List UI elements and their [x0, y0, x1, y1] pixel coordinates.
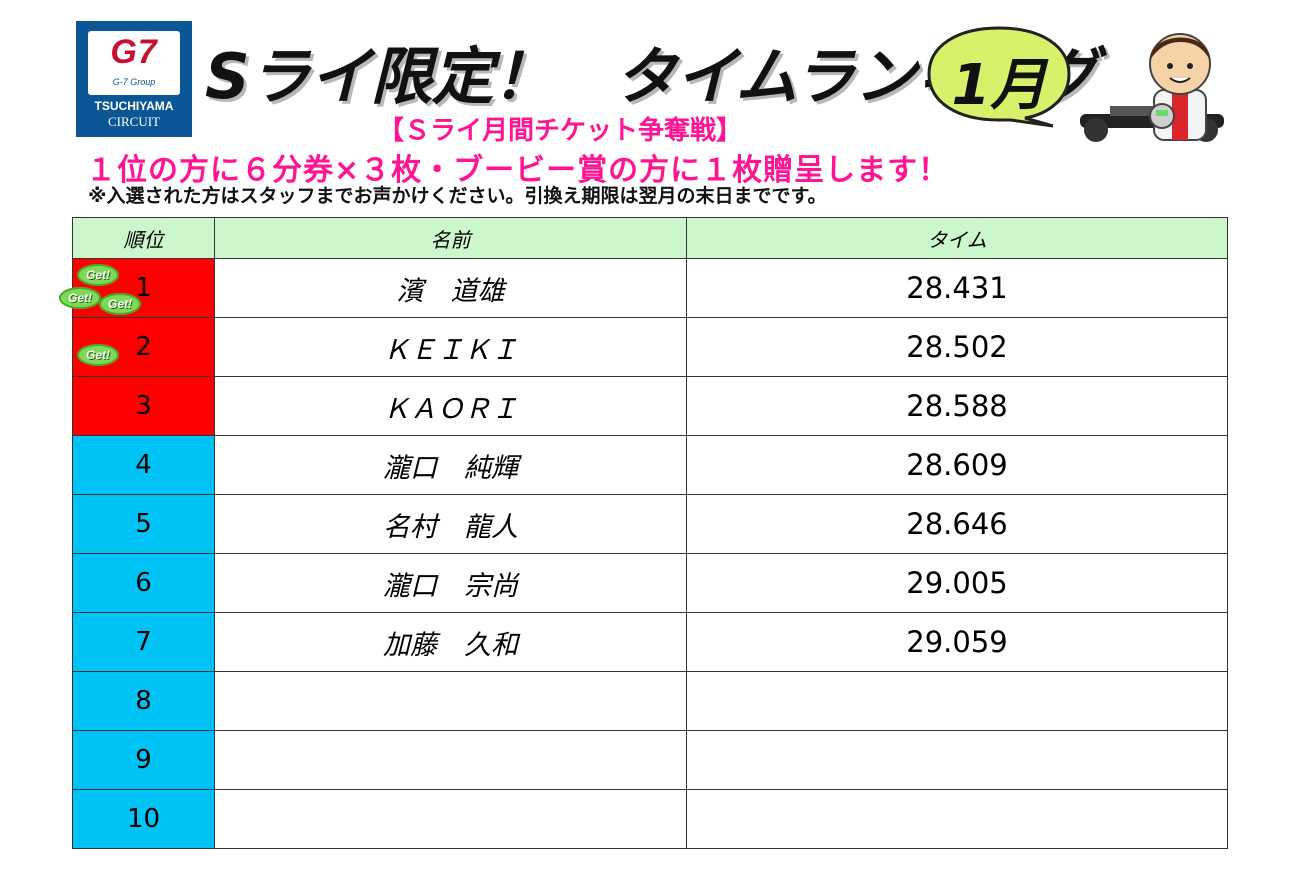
rank-number: 1	[135, 273, 152, 303]
rank-cell: 6	[72, 553, 215, 613]
get-badge-icon: Get!	[59, 287, 101, 309]
tsuchiyama-circuit-logo: G7 G-7 Group TSUCHIYAMA CIRCUIT	[76, 21, 192, 137]
time-cell: 28.609	[686, 435, 1228, 495]
logo-line2: CIRCUIT	[108, 114, 160, 129]
time-cell: 28.588	[686, 376, 1228, 436]
table-row: Get! 2 ＫＥＩＫＩ 28.502	[72, 317, 1228, 377]
logo-card: G7 G-7 Group	[88, 31, 180, 95]
table-row: 5 名村 龍人 28.646	[72, 494, 1228, 554]
rank-cell: 3	[72, 376, 215, 436]
month-bubble	[927, 26, 1071, 128]
header-rank: 順位	[72, 217, 215, 259]
rank-cell: Get! 2	[72, 317, 215, 377]
get-badge-icon: Get!	[77, 264, 119, 286]
table-row: 8	[72, 671, 1228, 731]
table-row: 7 加藤 久和 29.059	[72, 612, 1228, 672]
logo-brand: G7	[110, 33, 158, 71]
month-label: 1月	[951, 53, 1047, 118]
rank-cell: 7	[72, 612, 215, 672]
table-row: 9	[72, 730, 1228, 790]
rank-cell: 4	[72, 435, 215, 495]
name-cell: 瀧口 宗尚	[214, 553, 687, 613]
header-time: タイム	[686, 217, 1228, 259]
name-cell	[214, 789, 687, 849]
get-badge-icon: Get!	[77, 344, 119, 366]
time-cell	[686, 789, 1228, 849]
get-badge-icon: Get!	[99, 293, 141, 315]
rank-cell: 10	[72, 789, 215, 849]
campaign-subtitle: 【Ｓライ月間チケット争奪戦】	[378, 116, 743, 146]
table-header-row: 順位 名前 タイム	[72, 217, 1228, 259]
time-cell: 29.005	[686, 553, 1228, 613]
table-row: 6 瀧口 宗尚 29.005	[72, 553, 1228, 613]
table-row: 3 ＫＡＯＲＩ 28.588	[72, 376, 1228, 436]
name-cell	[214, 730, 687, 790]
table-row: 4 瀧口 純輝 28.609	[72, 435, 1228, 495]
table-row: Get! Get! Get! 1 濱 道雄 28.431	[59, 258, 1228, 318]
rank-cell: 8	[72, 671, 215, 731]
header-name: 名前	[214, 217, 687, 259]
table-row: 10	[72, 789, 1228, 849]
rank-number: 2	[135, 332, 152, 362]
time-cell: 29.059	[686, 612, 1228, 672]
time-cell: 28.502	[686, 317, 1228, 377]
logo-group: G-7 Group	[112, 77, 156, 87]
logo-line1: TSUCHIYAMA	[94, 99, 174, 113]
time-cell	[686, 730, 1228, 790]
ranking-table: 順位 名前 タイム Get! Get! Get! 1 濱 道雄 28.431 G…	[59, 217, 1228, 849]
time-cell: 28.646	[686, 494, 1228, 554]
prize-text: １位の方に６分券×３枚・ブービー賞の方に１枚贈呈します！	[86, 153, 950, 188]
name-cell: 名村 龍人	[214, 494, 687, 554]
name-cell: ＫＡＯＲＩ	[214, 376, 687, 436]
time-cell	[686, 671, 1228, 731]
time-cell: 28.431	[686, 258, 1228, 318]
exchange-note: ※入選された方はスタッフまでお声かけください。引換え期限は翌月の末日までです。	[88, 185, 827, 207]
name-cell	[214, 671, 687, 731]
rank-cell: 9	[72, 730, 215, 790]
name-cell: ＫＥＩＫＩ	[214, 317, 687, 377]
name-cell: 濱 道雄	[214, 258, 687, 318]
rank-cell: 5	[72, 494, 215, 554]
driver-mascot-icon	[1080, 33, 1224, 142]
name-cell: 加藤 久和	[214, 612, 687, 672]
name-cell: 瀧口 純輝	[214, 435, 687, 495]
rank-cell: Get! Get! Get! 1	[59, 258, 215, 318]
